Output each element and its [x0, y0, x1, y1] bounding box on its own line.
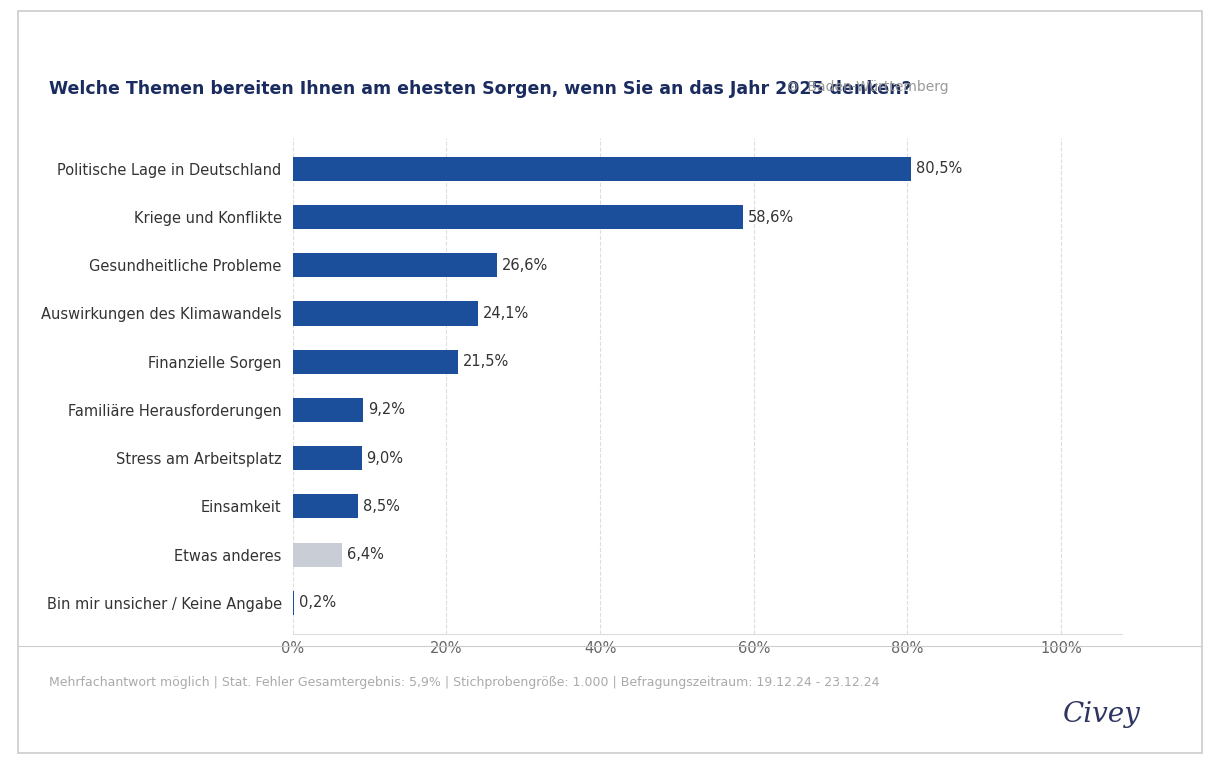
- Text: 21,5%: 21,5%: [462, 354, 509, 369]
- Bar: [293, 205, 743, 229]
- Text: 26,6%: 26,6%: [501, 257, 548, 273]
- Bar: [293, 350, 458, 374]
- Text: 58,6%: 58,6%: [748, 209, 794, 225]
- Bar: [293, 591, 294, 615]
- Bar: [293, 446, 362, 470]
- Text: Civey: Civey: [1063, 701, 1141, 728]
- Bar: [293, 302, 478, 325]
- Text: 0,2%: 0,2%: [299, 595, 336, 610]
- Text: 6,4%: 6,4%: [346, 547, 383, 562]
- Bar: [293, 398, 364, 422]
- Bar: [293, 157, 911, 181]
- Text: 8,5%: 8,5%: [362, 499, 400, 514]
- Text: 80,5%: 80,5%: [916, 161, 963, 176]
- Text: 9,2%: 9,2%: [368, 403, 405, 417]
- Bar: [293, 494, 359, 519]
- Text: ⊙  Baden-Württemberg: ⊙ Baden-Württemberg: [787, 80, 948, 94]
- Text: Mehrfachantwort möglich | Stat. Fehler Gesamtergebnis: 5,9% | Stichprobengröße: : Mehrfachantwort möglich | Stat. Fehler G…: [49, 676, 880, 689]
- Bar: [293, 542, 342, 567]
- Text: 24,1%: 24,1%: [483, 306, 528, 321]
- Bar: [293, 253, 497, 277]
- Text: 9,0%: 9,0%: [366, 451, 404, 465]
- Text: Welche Themen bereiten Ihnen am ehesten Sorgen, wenn Sie an das Jahr 2025 denken: Welche Themen bereiten Ihnen am ehesten …: [49, 80, 911, 99]
